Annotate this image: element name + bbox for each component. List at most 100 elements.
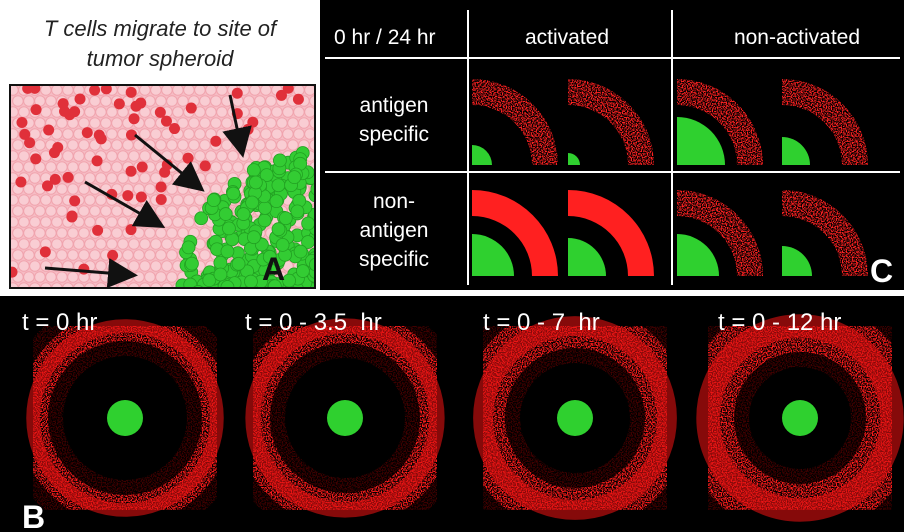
cell xyxy=(151,261,162,272)
cell xyxy=(211,184,222,195)
cell xyxy=(222,140,233,151)
cell xyxy=(129,239,140,250)
cell xyxy=(118,217,129,228)
t-cell xyxy=(131,101,142,112)
cell xyxy=(46,272,57,283)
tumor-cell xyxy=(219,208,232,221)
cell xyxy=(68,184,79,195)
cell xyxy=(140,173,151,184)
spheroid xyxy=(327,400,363,436)
cell xyxy=(151,129,162,140)
cell xyxy=(200,118,211,129)
cell xyxy=(178,184,189,195)
cell xyxy=(35,118,46,129)
cell xyxy=(233,162,244,173)
cell xyxy=(57,272,68,283)
cell xyxy=(305,129,316,140)
tumor-cell xyxy=(296,265,309,278)
t-cell xyxy=(31,104,42,115)
t-cell xyxy=(156,194,167,205)
t-cell xyxy=(186,103,197,114)
panel-label: C xyxy=(870,253,893,289)
cell xyxy=(283,107,294,118)
cell xyxy=(57,184,68,195)
t-cell xyxy=(232,88,243,99)
cell xyxy=(57,118,68,129)
cell xyxy=(74,151,85,162)
cell xyxy=(101,118,112,129)
cell xyxy=(46,162,57,173)
cell xyxy=(140,85,151,96)
cell xyxy=(173,107,184,118)
t-cell xyxy=(137,162,148,173)
time-label: t = 0 - 12 hr xyxy=(718,309,841,336)
cell xyxy=(178,140,189,151)
cell xyxy=(85,195,96,206)
cell xyxy=(24,272,35,283)
tumor-cell xyxy=(249,176,262,189)
cell xyxy=(294,107,305,118)
cell xyxy=(140,129,151,140)
t-cell xyxy=(16,117,27,128)
cell xyxy=(294,85,305,96)
cell xyxy=(13,250,24,261)
cell xyxy=(299,118,310,129)
cell xyxy=(96,107,107,118)
cell xyxy=(206,173,217,184)
cell xyxy=(41,217,52,228)
cell xyxy=(35,272,46,283)
t-cell xyxy=(75,93,86,104)
cell xyxy=(140,261,151,272)
spheroid xyxy=(107,400,143,436)
t-cell xyxy=(169,123,180,134)
cell xyxy=(90,206,101,217)
cell xyxy=(305,85,316,96)
cell xyxy=(162,239,173,250)
cell xyxy=(211,96,222,107)
cell xyxy=(101,96,112,107)
cell xyxy=(277,118,288,129)
cell xyxy=(52,195,63,206)
cell xyxy=(244,140,255,151)
panel-a-title: T cells migrate to site of xyxy=(44,16,279,41)
t-cell xyxy=(82,127,93,138)
cell xyxy=(46,206,57,217)
t-cell xyxy=(96,133,107,144)
cell xyxy=(200,140,211,151)
cell xyxy=(118,151,129,162)
t-cell xyxy=(293,94,304,105)
cell xyxy=(46,96,57,107)
cell xyxy=(46,228,57,239)
cell xyxy=(156,140,167,151)
cell xyxy=(184,129,195,140)
cell xyxy=(13,206,24,217)
time-label: t = 0 hr xyxy=(22,309,97,336)
tumor-cell xyxy=(273,154,286,167)
cell xyxy=(19,195,30,206)
cell xyxy=(30,173,41,184)
cell xyxy=(79,250,90,261)
cell xyxy=(107,217,118,228)
cell xyxy=(189,162,200,173)
tumor-cell xyxy=(247,231,260,244)
cell xyxy=(206,85,217,96)
cell xyxy=(107,173,118,184)
tumor-cell xyxy=(270,195,283,208)
spheroid xyxy=(782,400,818,436)
cell xyxy=(129,261,140,272)
t-cell xyxy=(126,87,137,98)
cell xyxy=(189,140,200,151)
cell xyxy=(195,85,206,96)
spheroid xyxy=(557,400,593,436)
tumor-cell xyxy=(279,212,292,225)
panel-a-title: tumor spheroid xyxy=(87,46,235,71)
cell xyxy=(272,107,283,118)
cell xyxy=(57,228,68,239)
cell xyxy=(90,250,101,261)
cell xyxy=(13,140,24,151)
cell xyxy=(167,272,178,283)
t-cell xyxy=(19,129,30,140)
cell xyxy=(250,85,261,96)
cell xyxy=(211,162,222,173)
cell xyxy=(24,250,35,261)
